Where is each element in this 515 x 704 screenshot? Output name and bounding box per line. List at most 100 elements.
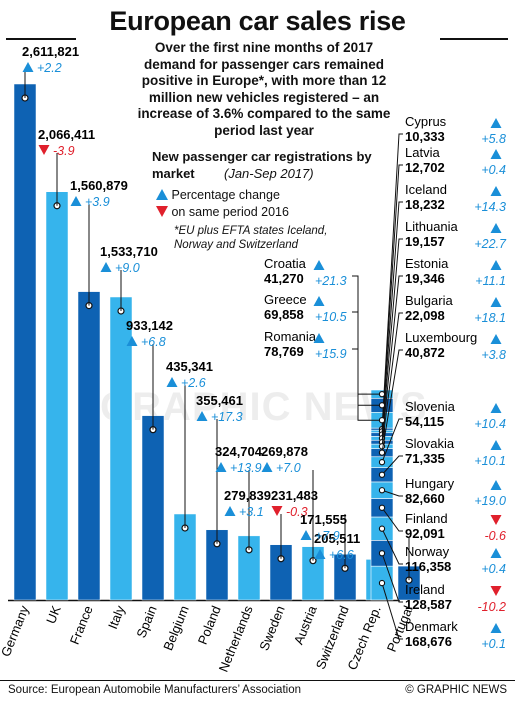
legend-pct-label-1: Percentage change	[171, 188, 280, 202]
triangle-up-icon	[490, 260, 502, 270]
triangle-up-icon	[224, 506, 236, 516]
source-note: Source: European Automobile Manufacturer…	[8, 684, 301, 696]
stack-change-luxembourg: +3.8	[481, 348, 506, 362]
stack-leader-iceland	[381, 201, 403, 435]
triangle-up-icon	[490, 623, 502, 633]
legend-note-line-1: *EU plus EFTA states Iceland,	[174, 225, 328, 237]
legend-note: *EU plus EFTA states Iceland, Norway and…	[174, 224, 327, 252]
triangle-up-icon	[490, 440, 502, 450]
stack-country-luxembourg: Luxembourg	[405, 330, 477, 345]
change-label-austria: +7.0	[276, 461, 301, 475]
value-label-italy: 1,533,710	[100, 244, 158, 259]
intro-text: Over the first nine months of 2017 deman…	[137, 40, 391, 138]
value-label-netherlands: 324,704	[215, 444, 263, 459]
stack-country-lithuania: Lithuania	[405, 219, 459, 234]
stack-marker-hungary	[378, 487, 386, 494]
bar-uk	[45, 191, 69, 601]
triangle-up-icon	[490, 118, 502, 128]
triangle-up-icon	[261, 462, 273, 472]
stack-value-slovenia: 54,115	[405, 414, 444, 429]
stack-country-iceland: Iceland	[405, 182, 447, 197]
stack-country-greece: Greece	[264, 292, 307, 307]
change-label-netherlands: +13.9	[230, 461, 262, 475]
stack-change-lithuania: +22.7	[474, 237, 507, 251]
stack-change-greece: +10.5	[315, 310, 347, 324]
value-label-germany: 2,611,821	[22, 44, 79, 59]
stack-value-latvia: 12,702	[405, 160, 445, 175]
change-label-spain: +6.8	[141, 335, 166, 349]
stack-marker-ireland	[378, 550, 386, 557]
category-label-france: France	[67, 604, 96, 647]
category-label-austria: Austria	[291, 603, 320, 647]
stack-leader-ireland	[381, 553, 403, 603]
stack-country-hungary: Hungary	[405, 476, 455, 491]
triangle-up-icon	[490, 149, 502, 159]
stack-change-iceland: +14.3	[474, 200, 506, 214]
stack-country-croatia: Croatia	[264, 256, 307, 271]
stack-marker-romania	[378, 417, 386, 424]
stack-marker-luxembourg	[378, 449, 386, 456]
title-rule-right	[440, 38, 508, 40]
value-label-belgium: 435,341	[166, 359, 213, 374]
stack-change-slovenia: +10.4	[474, 417, 506, 431]
stack-change-hungary: +19.0	[474, 494, 506, 508]
stack-leader-slovakia	[381, 455, 403, 476]
category-label-italy: Italy	[105, 603, 128, 631]
change-label-sweden: +3.1	[239, 505, 264, 519]
category-label-spain: Spain	[133, 604, 159, 640]
legend-subtitle: (Jan-Sep 2017)	[224, 166, 314, 181]
value-label-spain: 933,142	[126, 318, 173, 333]
category-label-belgium: Belgium	[160, 604, 192, 653]
stack-value-iceland: 18,232	[405, 197, 445, 212]
value-label-portugal: 171,555	[300, 512, 347, 527]
triangle-up-icon	[490, 548, 502, 558]
legend-title: New passenger car registrations by marke…	[152, 148, 372, 182]
stack-leader-estonia	[381, 275, 403, 443]
stack-marker-finland	[378, 504, 386, 511]
stack-value-croatia: 41,270	[264, 271, 304, 286]
stack-value-romania: 78,769	[264, 344, 304, 359]
category-label-poland: Poland	[195, 604, 224, 647]
triangle-up-icon	[313, 296, 325, 306]
triangle-up-icon	[313, 333, 325, 343]
category-label-germany: Germany	[0, 603, 32, 659]
triangle-up-icon	[490, 297, 502, 307]
stack-change-denmark: +0.1	[481, 637, 506, 651]
legend-up-row: Percentage change	[156, 188, 280, 203]
stack-value-norway: 116,358	[405, 559, 451, 574]
bar-germany	[13, 83, 37, 601]
change-label-poland: +17.3	[211, 410, 243, 424]
stack-change-latvia: +0.4	[481, 163, 506, 177]
change-label-switzerland: -0.3	[286, 505, 308, 519]
triangle-up-icon	[166, 377, 178, 387]
triangle-up-icon	[22, 62, 34, 72]
change-label-germany: +2.2	[37, 61, 62, 75]
stack-change-estonia: +11.1	[475, 274, 506, 288]
stack-country-cyprus: Cyprus	[405, 114, 447, 129]
triangle-up-icon	[70, 196, 82, 206]
stack-value-lithuania: 19,157	[405, 234, 445, 249]
stack-change-croatia: +21.3	[315, 274, 347, 288]
stack-leader-denmark	[381, 582, 403, 640]
stack-value-denmark: 168,676	[405, 634, 452, 649]
stack-country-ireland: Ireland	[405, 582, 445, 597]
value-label-poland: 355,461	[196, 393, 243, 408]
stack-leader-bulgaria	[381, 312, 403, 447]
triangle-up-icon	[215, 462, 227, 472]
triangle-up-icon	[100, 262, 112, 272]
category-label-czech-rep: Czech Rep.	[344, 604, 383, 673]
legend-pct-label-2: on same period 2016	[171, 205, 289, 219]
triangle-up-icon	[490, 403, 502, 413]
stack-leader-norway	[381, 528, 403, 565]
stack-leader-slovenia	[381, 418, 403, 463]
triangle-up-icon	[156, 189, 168, 200]
triangle-up-icon	[490, 334, 502, 344]
stack-leader-lithuania	[381, 238, 403, 439]
category-label-sweden: Sweden	[256, 604, 288, 653]
triangle-down-icon	[38, 145, 50, 155]
page-title: European car sales rise	[109, 6, 406, 36]
stack-value-luxembourg: 40,872	[405, 345, 445, 360]
stack-marker-greece	[378, 402, 386, 409]
